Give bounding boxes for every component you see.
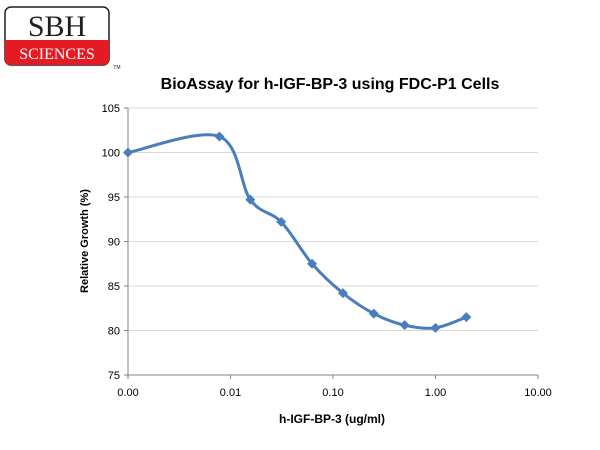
logo-graphic: SBH SCIENCES TM bbox=[4, 6, 121, 71]
data-point bbox=[214, 131, 225, 142]
logo-trademark: TM bbox=[113, 65, 120, 70]
data-point bbox=[307, 258, 318, 269]
logo-red-band bbox=[5, 40, 109, 65]
data-point bbox=[399, 320, 410, 331]
y-tick-label: 75 bbox=[108, 370, 120, 382]
x-tick-label: 10.00 bbox=[524, 387, 552, 399]
y-tick-label: 85 bbox=[108, 281, 120, 293]
x-tick-label: 0.00 bbox=[117, 387, 138, 399]
axes bbox=[124, 107, 539, 379]
x-tick-label: 0.01 bbox=[220, 387, 241, 399]
data-point bbox=[368, 308, 379, 319]
tick-labels: 75 80 85 90 95 100 105 0.00 0.01 0.10 1.00 10.00 bbox=[102, 103, 552, 399]
data-point bbox=[245, 194, 256, 205]
data-point bbox=[430, 322, 441, 333]
data-point bbox=[461, 312, 472, 323]
data-point bbox=[337, 288, 348, 299]
series-line bbox=[126, 133, 468, 330]
x-tick-label: 0.10 bbox=[322, 387, 343, 399]
series-layer bbox=[123, 131, 472, 333]
data-point bbox=[276, 216, 287, 227]
x-tick-label: 1.00 bbox=[425, 387, 446, 399]
sbh-sciences-logo: SBH SCIENCES TM bbox=[4, 6, 124, 71]
logo-line1: SBH bbox=[28, 10, 86, 43]
logo-line2: SCIENCES bbox=[19, 46, 95, 63]
y-tick-label: 90 bbox=[108, 237, 120, 249]
y-tick-label: 80 bbox=[108, 326, 120, 338]
y-tick-label: 95 bbox=[108, 192, 120, 204]
data-point bbox=[123, 147, 133, 158]
chart-title: BioAssay for h-IGF-BP-3 using FDC-P1 Cel… bbox=[160, 76, 500, 93]
x-axis-label: h-IGF-BP-3 (ug/ml) bbox=[279, 412, 385, 426]
y-tick-label: 105 bbox=[102, 103, 120, 115]
y-tick-label: 100 bbox=[102, 148, 120, 160]
grid-lines bbox=[128, 107, 538, 331]
